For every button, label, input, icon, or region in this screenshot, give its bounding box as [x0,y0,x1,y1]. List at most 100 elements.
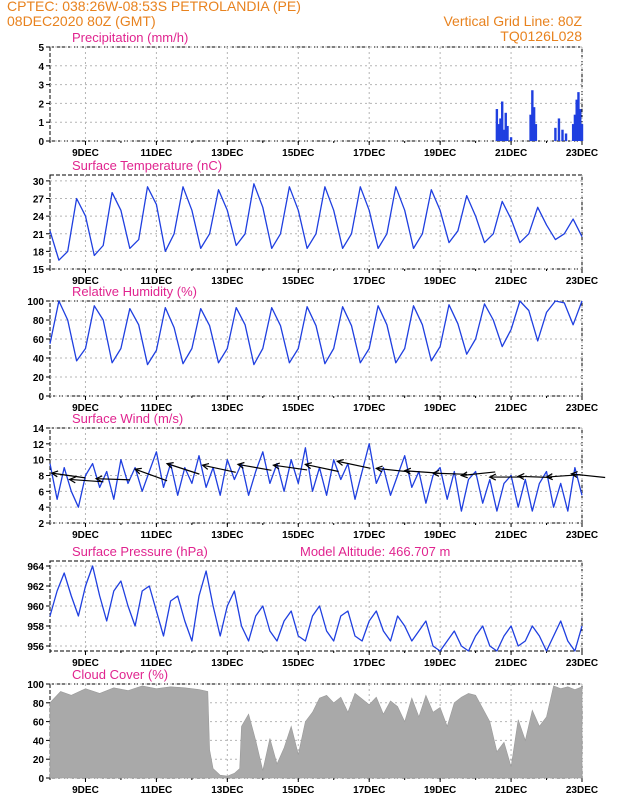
cloud-ytick-label: 0 [38,774,44,785]
precip-xtick-label: 23DEC [566,148,598,159]
wind-arrow [201,462,236,473]
wind-arrow-head [50,470,59,478]
cloud-area [49,685,583,779]
temperature-xtick-label: 13DEC [211,276,243,287]
wind-arrow [68,476,104,484]
wind-arrow-shaft [461,471,496,477]
wind-arrow-shaft [546,474,581,478]
cloud-xtick-label: 23DEC [566,785,598,796]
humidity-ytick-label: 100 [27,297,44,308]
precip-xtick-label: 13DEC [211,148,243,159]
humidity-xtick-label: 13DEC [211,403,243,414]
humidity-ytick-label: 60 [33,335,45,346]
wind-xtick-label: 13DEC [211,530,243,541]
humidity-panel: 0 20 40 60 80 100 9DEC 11DEC 13DEC 15DEC 17DEC 19DE… [27,284,598,414]
wind-arrow-shaft [69,478,104,483]
temperature-panel: 15 18 21 24 27 30 9DEC 11DEC 13DEC 15DEC 17DEC 19DE… [33,158,598,287]
wind-xtick-label: 11DEC [141,530,173,541]
cloud-xtick-label: 17DEC [353,785,385,796]
wind-ytick-label: 14 [33,424,45,435]
wind-arrow [133,467,168,482]
model-label: TQ0126L028 [500,28,582,44]
precip-ytick-label: 1 [38,118,44,129]
pressure-xtick-label: 17DEC [353,658,385,669]
vertical-grid-line-label: Vertical Grid Line: 80Z [443,13,582,29]
wind-arrow [50,470,86,479]
temperature-ytick-label: 24 [33,212,45,223]
precip-bar [509,137,513,141]
cloud-ytick-label: 80 [33,699,45,710]
wind-ytick-label: 2 [38,519,44,530]
precip-bar [532,107,536,141]
precip-xtick-label: 11DEC [141,148,173,159]
temperature-xtick-label: 15DEC [282,276,314,287]
temperature-xtick-label: 11DEC [141,276,173,287]
precip-bar [502,129,506,141]
precip-bar [506,125,509,141]
humidity-title: Relative Humidity (%) [72,284,197,299]
wind-xtick-label: 9DEC [72,530,99,541]
cloud-panel: 0 20 40 60 80 100 9DEC 11DEC 13DEC 15DEC 17DEC 19DE… [27,667,598,796]
precip-bar [564,133,568,141]
humidity-xtick-label: 11DEC [141,403,173,414]
wind-arrow-head [488,473,497,481]
precip-bar [561,129,564,141]
temperature-ytick-label: 27 [33,195,45,206]
wind-panel: 2 4 6 8 10 12 14 9DEC 11DEC 13DEC 15DEC 17DEC 19DEC 2… [33,411,606,541]
precip-xtick-label: 19DEC [424,148,456,159]
precip-ytick-label: 2 [38,99,44,110]
humidity-ytick-label: 40 [33,354,45,365]
temperature-xtick-label: 17DEC [353,276,385,287]
wind-arrow-head [133,467,142,475]
precip-ytick-label: 5 [38,43,44,54]
humidity-line [49,300,583,366]
wind-arrow-head [201,462,210,470]
cloud-ytick-label: 40 [33,736,45,747]
precip-ytick-label: 0 [38,137,44,148]
pressure-xtick-label: 15DEC [282,658,314,669]
wind-ytick-label: 8 [38,472,44,483]
wind-arrow [236,461,272,471]
precip-panel: 0 1 2 3 4 5 9DEC 11DEC 13DEC 15DEC 17DEC 19DEC 21DEC… [38,30,598,159]
precip-bar [531,90,534,141]
wind-arrow-head [374,465,383,473]
wind-ytick-label: 6 [38,487,44,498]
wind-arrow [545,473,581,481]
cloud-ytick-label: 100 [27,680,44,691]
humidity-xtick-label: 15DEC [282,403,314,414]
humidity-xtick-label: 17DEC [353,403,385,414]
pressure-xtick-label: 11DEC [141,658,173,669]
precip-bar [579,109,582,141]
wind-xtick-label: 19DEC [424,530,456,541]
precip-bar [557,118,561,141]
humidity-xtick-label: 19DEC [424,403,456,414]
precip-xtick-label: 17DEC [353,148,385,159]
temperature-ytick-label: 21 [33,230,45,241]
precip-bar [571,124,575,141]
wind-xtick-label: 17DEC [353,530,385,541]
cloud-xtick-label: 11DEC [141,785,173,796]
wind-arrow-head [236,461,245,469]
wind-arrow-head [570,470,578,479]
temperature-ytick-label: 15 [33,265,45,276]
pressure-ytick-label: 958 [27,622,44,633]
temperature-title: Surface Temperature (nC) [72,158,222,173]
temperature-ytick-label: 18 [33,247,45,258]
humidity-ytick-label: 20 [33,373,45,384]
temperature-xtick-label: 19DEC [424,276,456,287]
wind-xtick-label: 15DEC [282,530,314,541]
precip-bar [501,101,504,141]
humidity-ytick-label: 0 [38,392,44,403]
pressure-annotation: Model Altitude: 466.707 m [300,544,450,559]
wind-arrow-head [304,462,313,470]
wind-ytick-label: 10 [33,456,45,467]
precip-title: Precipitation (mm/h) [72,30,188,45]
wind-line [49,443,583,512]
pressure-ytick-label: 962 [27,582,44,593]
wind-arrow [272,462,308,471]
precip-bar [499,118,502,141]
cloud-xtick-label: 21DEC [495,785,527,796]
humidity-ytick-label: 80 [33,316,45,327]
pressure-ytick-label: 960 [27,602,44,613]
wind-arrow-head [94,475,103,483]
